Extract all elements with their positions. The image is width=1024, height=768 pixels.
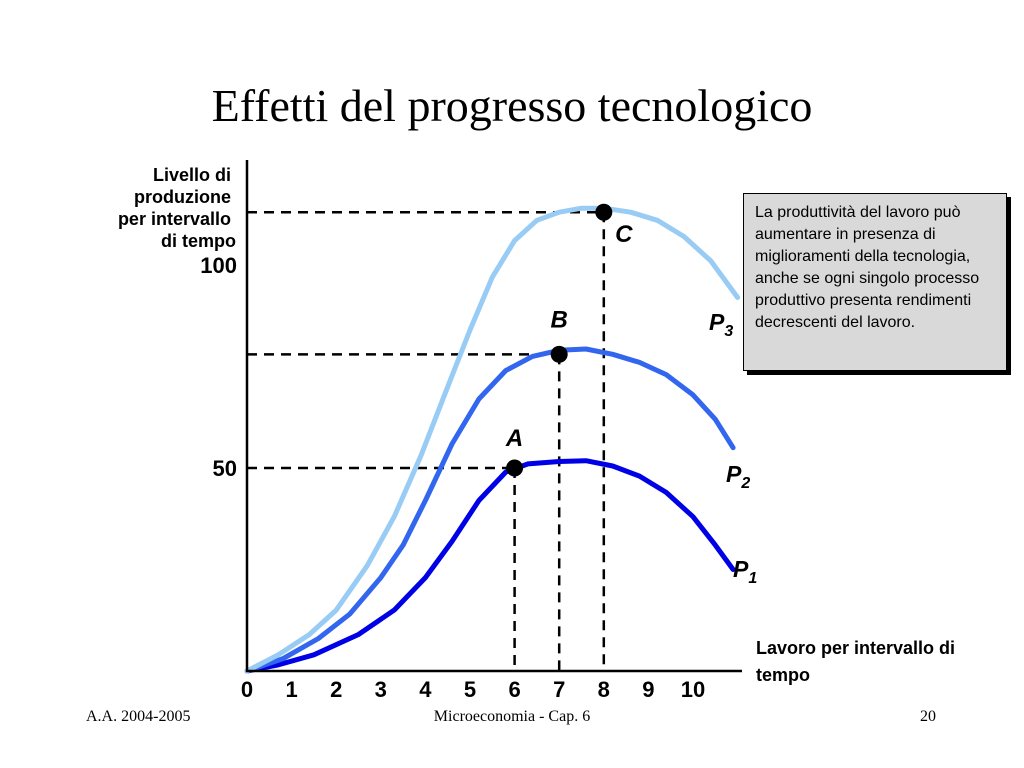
- footer-course: Microeconomia - Cap. 6: [433, 708, 591, 725]
- x-tick-label: 1: [285, 677, 297, 700]
- point-b-marker: [550, 345, 568, 363]
- series-label-p2: P2: [726, 461, 750, 492]
- y-axis-label: Livello di produzione per intervallo di …: [118, 165, 236, 251]
- footer-academic-year: A.A. 2004-2005: [86, 708, 191, 725]
- y-tick-label: 100: [200, 253, 237, 278]
- y-tick-label: 50: [213, 456, 237, 481]
- x-axis-label: Lavoro per intervallo di tempo: [756, 638, 960, 685]
- point-b-label: B: [551, 306, 568, 333]
- slide-title: Effetti del progresso tecnologico: [211, 80, 813, 131]
- x-tick-label: 5: [464, 677, 476, 700]
- x-tick-label: 10: [681, 677, 705, 700]
- chart-axes: [245, 160, 742, 673]
- point-a-marker: [506, 459, 524, 477]
- point-c-marker: [595, 203, 613, 221]
- point-c-label: C: [615, 221, 633, 248]
- series-labels: P1 P2 P3: [709, 309, 757, 587]
- x-tick-label: 3: [375, 677, 387, 700]
- series-label-p1: P1: [733, 556, 757, 587]
- x-tick-label: 2: [330, 677, 342, 700]
- series-label-p3: P3: [709, 309, 733, 340]
- production-curves: [244, 205, 741, 674]
- point-markers: A B C: [505, 203, 633, 477]
- curve-p3: [244, 205, 741, 674]
- x-tick-label: 0: [241, 677, 253, 700]
- x-tick-label: 4: [419, 677, 432, 700]
- point-a-label: A: [505, 425, 523, 452]
- production-chart: 0 1 2 3 4 5 6 7 8 9 10 50 100 A B C P1 P2 P3 Livello di …: [118, 160, 960, 700]
- footer-page-number: 20: [920, 708, 936, 725]
- explanation-note: La produttività del lavoro può aumentare…: [743, 193, 1007, 371]
- x-tick-label: 8: [598, 677, 610, 700]
- x-tick-label: 7: [553, 677, 565, 700]
- x-tick-label: 9: [642, 677, 654, 700]
- guide-lines: [247, 210, 606, 671]
- x-tick-label: 6: [508, 677, 520, 700]
- tick-labels: 0 1 2 3 4 5 6 7 8 9 10 50 100: [200, 253, 705, 700]
- curve-p2: [244, 346, 736, 674]
